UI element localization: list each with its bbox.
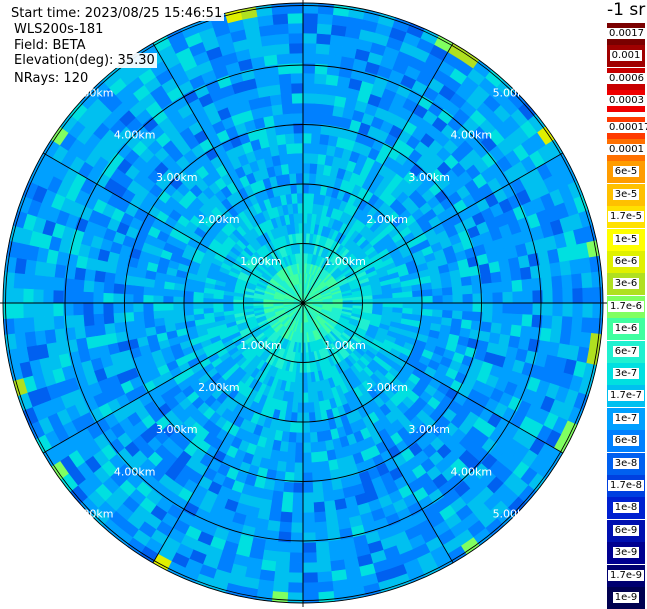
colorbar-tick-label: 1.7e-7 [607, 390, 645, 402]
colorbar-tick-label: 1.7e-5 [607, 211, 645, 223]
colorbar-swatch: 6e-5 [607, 161, 645, 184]
colorbar-tick-label: 6e-6 [612, 256, 640, 267]
azimuth-spoke [152, 42, 304, 304]
colorbar-tick-label: 6e-5 [612, 166, 640, 178]
colorbar-swatch: 0.00017 [607, 116, 647, 139]
colorbar-tick-label: 3e-8 [612, 457, 640, 469]
range-ring-grid [0, 0, 607, 607]
colorbar-tick-label: 0.0017 [607, 28, 646, 39]
colorbar-swatch: 6e-7 [607, 340, 645, 363]
range-label: 4.00km [451, 465, 493, 478]
colorbar-swatch: 6e-9 [607, 519, 645, 542]
colorbar-tick-label: 0.00017 [607, 121, 647, 133]
range-label: 5.00km [493, 87, 535, 100]
range-label: 5.00km [72, 507, 114, 520]
colorbar-tick-label: 0.0006 [607, 72, 646, 84]
range-label: 3.00km [408, 423, 450, 436]
range-label: 4.00km [451, 129, 493, 142]
nrays-label: NRays: 120 [12, 71, 91, 86]
colorbar-tick-label: 3e-6 [612, 278, 640, 290]
colorbar-swatch: 1.7e-5 [607, 206, 645, 229]
elevation-label: Elevation(deg): 35.30 [12, 53, 157, 68]
colorbar-swatch: 1e-9 [607, 587, 645, 609]
colorbar-tick-label: 6e-7 [612, 345, 640, 357]
colorbar-swatch: 6e-8 [607, 430, 645, 453]
range-label: 5.00km [72, 87, 114, 100]
colorbar-swatch: 1.7e-7 [607, 385, 645, 408]
colorbar-swatch: 3e-8 [607, 452, 645, 475]
colorbar-swatch: 0.0017 [607, 23, 646, 45]
azimuth-spoke [42, 302, 304, 454]
range-label: 1.00km [324, 339, 366, 352]
colorbar-swatch: 1e-7 [607, 407, 645, 430]
colorbar-tick-label: 3e-5 [612, 188, 640, 200]
colorbar-swatch: 0.0001 [607, 139, 646, 161]
azimuth-spoke [42, 152, 304, 304]
colorbar-swatch: 0.001 [607, 45, 645, 68]
colorbar-swatch: 0.0006 [607, 67, 646, 90]
colorbar-tick-label: 3e-7 [612, 368, 640, 379]
range-label: 4.00km [114, 129, 156, 142]
azimuth-spoke [302, 302, 454, 564]
azimuth-spoke [302, 152, 564, 304]
colorbar-swatch: 1.7e-9 [607, 564, 645, 587]
colorbar-swatch: 1.7e-8 [607, 475, 645, 497]
colorbar-tick-label: 1e-8 [612, 502, 640, 514]
colorbar-tick-label: 1e-7 [612, 412, 640, 424]
range-label: 2.00km [198, 381, 240, 394]
colorbar-tick-label: 1.7e-6 [607, 300, 645, 312]
range-label: 5.00km [493, 507, 535, 520]
range-labels: 1.00km 1.00km 1.00km 1.00km 2.00km 2.00km 2.00… [72, 87, 534, 521]
field-label: Field: BETA [12, 38, 88, 53]
range-label: 2.00km [366, 381, 408, 394]
azimuth-spoke [152, 302, 304, 564]
range-label: 1.00km [240, 255, 282, 268]
azimuth-spoke [302, 42, 454, 304]
colorbar-tick-label: 1e-9 [612, 592, 640, 603]
colorbar-tick-label: 0.0001 [607, 144, 646, 155]
range-label: 3.00km [156, 171, 198, 184]
azimuth-spoke [302, 302, 564, 454]
range-label: 1.00km [324, 255, 366, 268]
colorbar-tick-label: 1e-5 [612, 233, 640, 245]
colorbar-tick-label: 1.7e-8 [607, 480, 645, 491]
colorbar-swatch: 1e-8 [607, 497, 645, 520]
range-label: 4.00km [114, 465, 156, 478]
colorbar-swatch: 1e-6 [607, 318, 645, 341]
colorbar-tick-label: 3e-9 [612, 547, 640, 559]
instrument-label: WLS200s-181 [12, 22, 106, 37]
colorbar-units-label: -1 sr [607, 0, 646, 20]
range-label: 3.00km [408, 171, 450, 184]
colorbar-tick-label: 6e-9 [612, 524, 640, 536]
range-label: 1.00km [240, 339, 282, 352]
colorbar-swatch: 0.0003 [607, 90, 646, 113]
colorbar-tick-label: 0.0003 [607, 95, 646, 107]
colorbar-tick-label: 1e-6 [612, 323, 640, 335]
range-label: 2.00km [198, 213, 240, 226]
colorbar-tick-label: 6e-8 [612, 435, 640, 447]
start-time-label: Start time: 2023/08/25 15:46:51 [9, 6, 225, 21]
colorbar-swatch: 3e-7 [607, 363, 645, 385]
colorbar-swatch: 3e-6 [607, 273, 645, 296]
range-label: 2.00km [366, 213, 408, 226]
colorbar-swatch: 3e-9 [607, 542, 645, 565]
colorbar-swatch: 1e-5 [607, 228, 645, 251]
range-label: 3.00km [156, 423, 198, 436]
colorbar-tick-label: 1.7e-9 [607, 569, 645, 581]
colorbar-tick-label: 0.001 [609, 50, 643, 62]
colorbar-swatch: 6e-6 [607, 251, 645, 273]
colorbar-swatch: 1.7e-6 [607, 295, 645, 318]
colorbar-swatch: 3e-5 [607, 183, 645, 206]
